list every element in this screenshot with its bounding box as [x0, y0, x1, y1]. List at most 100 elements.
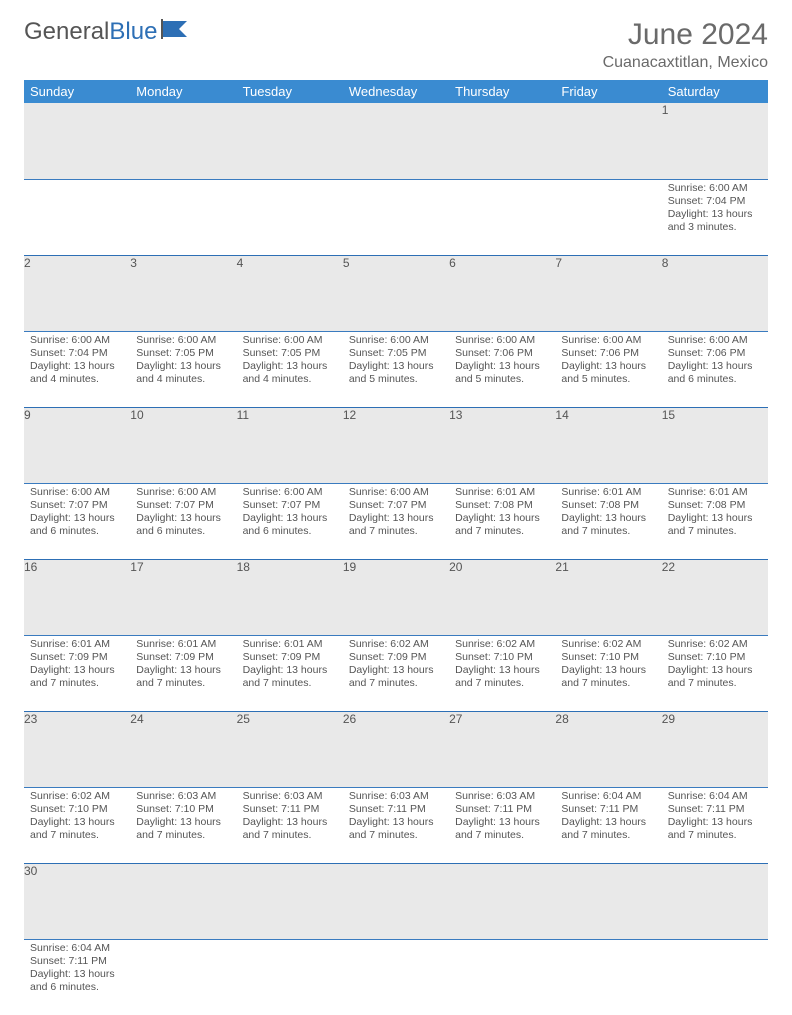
logo-text-1: General [24, 18, 109, 46]
day-body-row: Sunrise: 6:02 AMSunset: 7:10 PMDaylight:… [24, 787, 768, 863]
day-number-cell: 13 [449, 407, 555, 483]
daylight-text: Daylight: 13 hours and 5 minutes. [349, 360, 443, 386]
day-number-cell: 27 [449, 711, 555, 787]
day-cell: Sunrise: 6:01 AMSunset: 7:08 PMDaylight:… [662, 483, 768, 559]
day-number-cell: 4 [237, 255, 343, 331]
sunrise-text: Sunrise: 6:00 AM [455, 334, 549, 347]
title-block: June 2024 Cuanacaxtitlan, Mexico [603, 18, 768, 72]
sunrise-text: Sunrise: 6:00 AM [136, 486, 230, 499]
sunset-text: Sunset: 7:08 PM [668, 499, 762, 512]
daylight-text: Daylight: 13 hours and 7 minutes. [349, 664, 443, 690]
sunrise-text: Sunrise: 6:00 AM [668, 182, 762, 195]
daylight-text: Daylight: 13 hours and 7 minutes. [136, 664, 230, 690]
sunset-text: Sunset: 7:06 PM [561, 347, 655, 360]
sunset-text: Sunset: 7:04 PM [30, 347, 124, 360]
sunrise-text: Sunrise: 6:01 AM [136, 638, 230, 651]
calendar-title: June 2024 [603, 18, 768, 52]
day-cell-content: Sunrise: 6:01 AMSunset: 7:09 PMDaylight:… [130, 636, 236, 695]
day-cell: Sunrise: 6:00 AMSunset: 7:05 PMDaylight:… [130, 331, 236, 407]
day-cell [449, 939, 555, 1015]
day-cell-content: Sunrise: 6:00 AMSunset: 7:05 PMDaylight:… [130, 332, 236, 391]
day-number-cell: 1 [662, 103, 768, 179]
sunrise-text: Sunrise: 6:02 AM [349, 638, 443, 651]
day-number-cell [449, 863, 555, 939]
day-cell: Sunrise: 6:00 AMSunset: 7:07 PMDaylight:… [343, 483, 449, 559]
daylight-text: Daylight: 13 hours and 7 minutes. [668, 816, 762, 842]
day-number-cell: 3 [130, 255, 236, 331]
logo-text-2: Blue [109, 18, 157, 46]
day-cell-content: Sunrise: 6:02 AMSunset: 7:10 PMDaylight:… [24, 788, 130, 847]
day-header: Saturday [662, 80, 768, 103]
sunset-text: Sunset: 7:09 PM [136, 651, 230, 664]
daylight-text: Daylight: 13 hours and 3 minutes. [668, 208, 762, 234]
day-cell-content: Sunrise: 6:01 AMSunset: 7:09 PMDaylight:… [24, 636, 130, 695]
day-cell: Sunrise: 6:04 AMSunset: 7:11 PMDaylight:… [24, 939, 130, 1015]
daylight-text: Daylight: 13 hours and 7 minutes. [455, 664, 549, 690]
daylight-text: Daylight: 13 hours and 6 minutes. [30, 968, 124, 994]
day-cell: Sunrise: 6:03 AMSunset: 7:11 PMDaylight:… [237, 787, 343, 863]
sunrise-text: Sunrise: 6:00 AM [30, 334, 124, 347]
day-header-row: Sunday Monday Tuesday Wednesday Thursday… [24, 80, 768, 103]
daylight-text: Daylight: 13 hours and 5 minutes. [455, 360, 549, 386]
day-number-cell [237, 103, 343, 179]
sunset-text: Sunset: 7:10 PM [30, 803, 124, 816]
day-cell-content: Sunrise: 6:01 AMSunset: 7:08 PMDaylight:… [662, 484, 768, 543]
daylight-text: Daylight: 13 hours and 7 minutes. [561, 512, 655, 538]
sunset-text: Sunset: 7:05 PM [349, 347, 443, 360]
sunrise-text: Sunrise: 6:00 AM [136, 334, 230, 347]
sunrise-text: Sunrise: 6:00 AM [561, 334, 655, 347]
day-number-cell: 20 [449, 559, 555, 635]
sunrise-text: Sunrise: 6:04 AM [668, 790, 762, 803]
sunrise-text: Sunrise: 6:01 AM [243, 638, 337, 651]
daylight-text: Daylight: 13 hours and 7 minutes. [349, 816, 443, 842]
day-number-cell: 12 [343, 407, 449, 483]
daylight-text: Daylight: 13 hours and 7 minutes. [561, 816, 655, 842]
daylight-text: Daylight: 13 hours and 7 minutes. [30, 816, 124, 842]
day-cell [343, 939, 449, 1015]
sunrise-text: Sunrise: 6:01 AM [30, 638, 124, 651]
sunset-text: Sunset: 7:11 PM [455, 803, 549, 816]
day-body-row: Sunrise: 6:00 AMSunset: 7:04 PMDaylight:… [24, 331, 768, 407]
day-body-row: Sunrise: 6:04 AMSunset: 7:11 PMDaylight:… [24, 939, 768, 1015]
sunset-text: Sunset: 7:10 PM [668, 651, 762, 664]
day-cell: Sunrise: 6:00 AMSunset: 7:05 PMDaylight:… [343, 331, 449, 407]
day-number-cell: 30 [24, 863, 130, 939]
day-body-row: Sunrise: 6:00 AMSunset: 7:07 PMDaylight:… [24, 483, 768, 559]
day-cell: Sunrise: 6:02 AMSunset: 7:10 PMDaylight:… [555, 635, 661, 711]
day-cell-content: Sunrise: 6:02 AMSunset: 7:10 PMDaylight:… [449, 636, 555, 695]
day-number-cell: 16 [24, 559, 130, 635]
day-number-cell: 14 [555, 407, 661, 483]
day-number-cell [130, 863, 236, 939]
day-number-row: 16171819202122 [24, 559, 768, 635]
day-cell-content: Sunrise: 6:03 AMSunset: 7:11 PMDaylight:… [343, 788, 449, 847]
day-cell-content: Sunrise: 6:02 AMSunset: 7:09 PMDaylight:… [343, 636, 449, 695]
day-cell-content: Sunrise: 6:01 AMSunset: 7:08 PMDaylight:… [449, 484, 555, 543]
day-cell [343, 179, 449, 255]
day-number-cell: 6 [449, 255, 555, 331]
sunrise-text: Sunrise: 6:00 AM [668, 334, 762, 347]
day-number-cell: 23 [24, 711, 130, 787]
day-number-cell [662, 863, 768, 939]
day-cell-content: Sunrise: 6:04 AMSunset: 7:11 PMDaylight:… [24, 940, 130, 999]
day-cell-content: Sunrise: 6:00 AMSunset: 7:07 PMDaylight:… [343, 484, 449, 543]
day-number-cell: 8 [662, 255, 768, 331]
sunset-text: Sunset: 7:11 PM [561, 803, 655, 816]
day-cell-content: Sunrise: 6:00 AMSunset: 7:07 PMDaylight:… [24, 484, 130, 543]
daylight-text: Daylight: 13 hours and 7 minutes. [668, 512, 762, 538]
daylight-text: Daylight: 13 hours and 7 minutes. [243, 816, 337, 842]
calendar-location: Cuanacaxtitlan, Mexico [603, 54, 768, 72]
day-cell: Sunrise: 6:04 AMSunset: 7:11 PMDaylight:… [555, 787, 661, 863]
day-number-cell: 11 [237, 407, 343, 483]
sunset-text: Sunset: 7:09 PM [30, 651, 124, 664]
day-cell [237, 939, 343, 1015]
sunrise-text: Sunrise: 6:01 AM [668, 486, 762, 499]
daylight-text: Daylight: 13 hours and 6 minutes. [243, 512, 337, 538]
day-cell-content: Sunrise: 6:00 AMSunset: 7:05 PMDaylight:… [343, 332, 449, 391]
day-cell-content: Sunrise: 6:00 AMSunset: 7:07 PMDaylight:… [237, 484, 343, 543]
day-cell-content: Sunrise: 6:00 AMSunset: 7:06 PMDaylight:… [662, 332, 768, 391]
daylight-text: Daylight: 13 hours and 7 minutes. [243, 664, 337, 690]
daylight-text: Daylight: 13 hours and 7 minutes. [349, 512, 443, 538]
sunrise-text: Sunrise: 6:03 AM [349, 790, 443, 803]
sunset-text: Sunset: 7:07 PM [349, 499, 443, 512]
day-cell: Sunrise: 6:02 AMSunset: 7:10 PMDaylight:… [662, 635, 768, 711]
